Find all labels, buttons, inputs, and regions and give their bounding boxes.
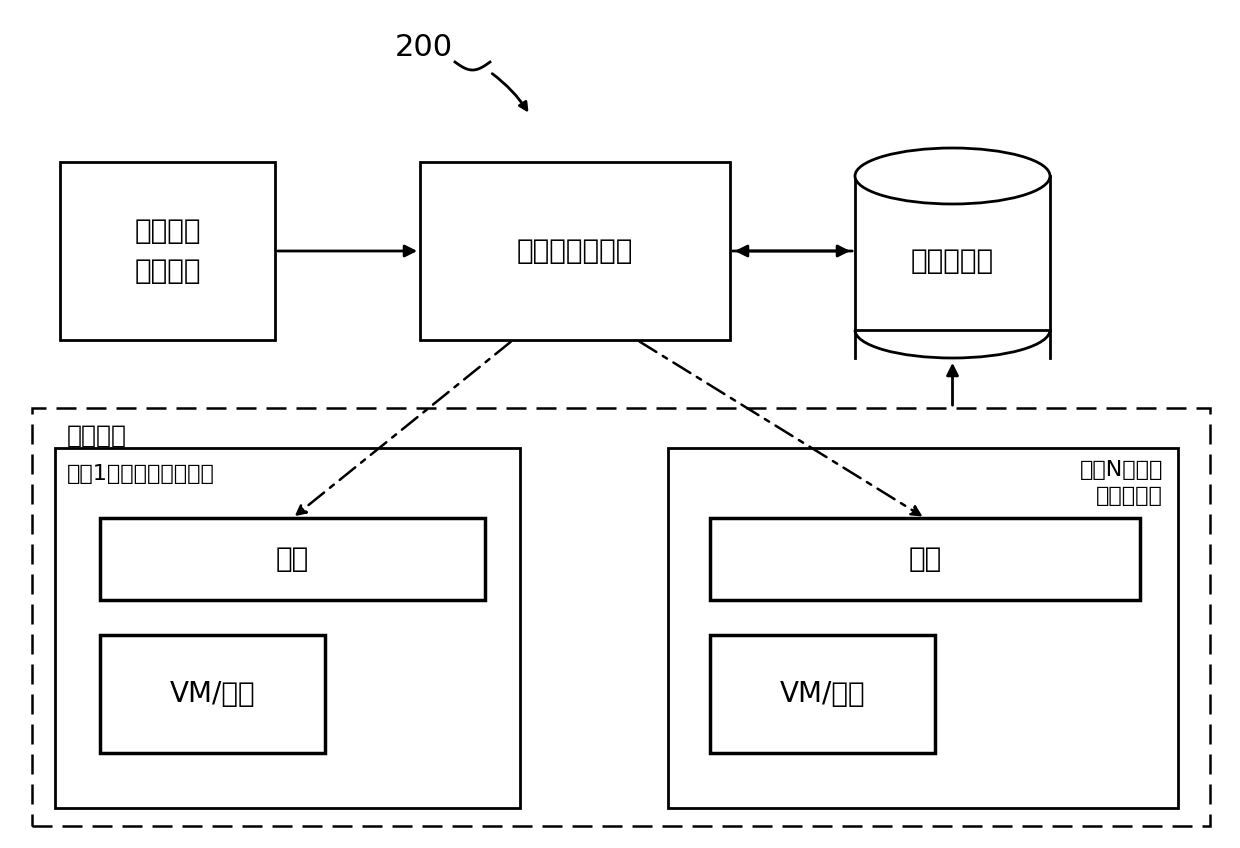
Text: 节点N（虚拟
机监视器）: 节点N（虚拟 机监视器） (1080, 460, 1163, 506)
Text: 中央任务调度器: 中央任务调度器 (517, 237, 634, 265)
Text: 中央数据库: 中央数据库 (911, 247, 994, 275)
Text: VM/容器: VM/容器 (170, 680, 255, 708)
Ellipse shape (856, 148, 1050, 204)
Bar (100, 635, 325, 753)
Text: 节点1（虚拟机监视器）: 节点1（虚拟机监视器） (67, 464, 215, 484)
Bar (60, 162, 275, 340)
Bar (55, 448, 520, 808)
Bar (32, 408, 1210, 826)
Bar (100, 518, 485, 600)
Text: 代理: 代理 (275, 545, 309, 573)
Text: 200: 200 (396, 34, 453, 63)
Text: VM/容器: VM/容器 (780, 680, 866, 708)
Bar (711, 518, 1140, 600)
Text: 任务请求
接收装置: 任务请求 接收装置 (134, 217, 201, 284)
Bar (420, 162, 730, 340)
Bar (711, 635, 935, 753)
Text: 数据中心: 数据中心 (67, 424, 126, 448)
Bar (668, 448, 1178, 808)
Text: 代理: 代理 (909, 545, 941, 573)
